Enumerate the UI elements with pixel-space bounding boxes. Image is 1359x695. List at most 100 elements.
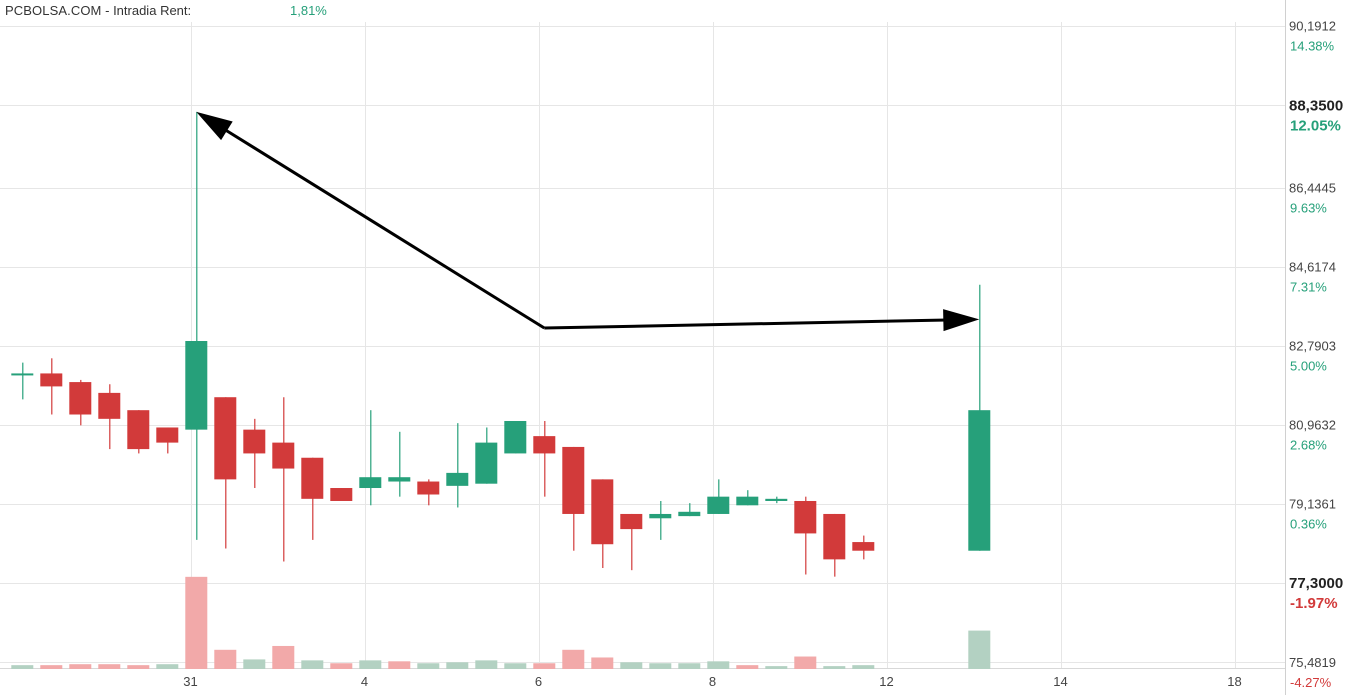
volume-bar bbox=[504, 663, 527, 669]
rent-label: Rent: bbox=[160, 3, 192, 18]
candle bbox=[852, 535, 875, 560]
volume-bar bbox=[98, 664, 121, 669]
volume-bar bbox=[243, 659, 266, 669]
candle-body bbox=[504, 420, 527, 454]
brand-name: PCBOLSA.COM bbox=[5, 3, 102, 18]
candle-body bbox=[475, 442, 498, 484]
price-tick-label: 84,6174 bbox=[1289, 260, 1336, 275]
volume-bar bbox=[562, 649, 585, 669]
candle-body bbox=[359, 477, 382, 489]
volume-bar bbox=[359, 660, 382, 669]
candle bbox=[185, 111, 208, 540]
price-axis: 90,1912 14.38% 88,3500 12.05% 86,4445 9.63% 84… bbox=[1289, 19, 1343, 690]
candle bbox=[330, 488, 353, 501]
price-tick-label: 80,9632 bbox=[1289, 418, 1336, 433]
candle-body bbox=[272, 442, 295, 469]
date-tick-label: 18 bbox=[1227, 674, 1241, 689]
volume-bar bbox=[678, 663, 701, 669]
mode-label: Intradia bbox=[113, 3, 157, 18]
percent-tick-label: 7.31% bbox=[1290, 280, 1327, 295]
date-axis: 31 4 6 8 12 14 18 bbox=[183, 674, 1241, 689]
candle bbox=[40, 358, 63, 415]
candle bbox=[156, 427, 179, 454]
volume-bar bbox=[388, 661, 411, 669]
candle bbox=[823, 513, 846, 577]
candle bbox=[736, 490, 759, 506]
candle-body bbox=[185, 341, 208, 430]
candle bbox=[243, 418, 266, 489]
volume-bar bbox=[649, 663, 672, 669]
candle-body bbox=[301, 457, 324, 499]
candle-body bbox=[591, 479, 614, 545]
candle bbox=[272, 397, 295, 562]
candle bbox=[562, 446, 585, 551]
volume-bar bbox=[533, 663, 556, 669]
annotation-arrow bbox=[544, 309, 980, 332]
header-separator: - bbox=[105, 3, 110, 18]
date-tick-label: 14 bbox=[1053, 674, 1067, 689]
date-tick-label: 4 bbox=[361, 674, 368, 689]
volume-bar bbox=[620, 662, 643, 669]
volume-bar bbox=[69, 664, 92, 669]
volume-bar bbox=[330, 663, 353, 669]
price-tick-label: 79,1361 bbox=[1289, 497, 1336, 512]
candle bbox=[678, 503, 701, 517]
candle-body bbox=[707, 496, 730, 514]
date-tick-label: 12 bbox=[879, 674, 893, 689]
candle bbox=[620, 513, 643, 571]
price-tick-label: 90,1912 bbox=[1289, 19, 1336, 34]
percent-tick-label: 5.00% bbox=[1290, 359, 1327, 374]
volume-bar bbox=[272, 645, 295, 669]
percent-tick-label: 12.05% bbox=[1290, 117, 1341, 134]
candle-body bbox=[69, 382, 92, 415]
volume-bar bbox=[475, 660, 498, 669]
volume-bar bbox=[446, 662, 469, 669]
volume-bars bbox=[11, 576, 991, 669]
rent-value: 1,81% bbox=[290, 3, 327, 18]
candles[interactable] bbox=[11, 111, 991, 577]
volume-bar bbox=[765, 666, 788, 669]
candle bbox=[591, 479, 614, 569]
candle bbox=[69, 379, 92, 426]
candle-body bbox=[11, 373, 34, 376]
arrow-shaft bbox=[222, 127, 546, 330]
volume-bar bbox=[794, 656, 817, 669]
price-tick-label: 82,7903 bbox=[1289, 339, 1336, 354]
candle-body bbox=[127, 410, 150, 450]
volume-bar bbox=[11, 665, 34, 669]
candle-body bbox=[330, 488, 353, 501]
candle-body bbox=[968, 410, 991, 551]
volume-bar bbox=[591, 657, 614, 669]
volume-bar bbox=[40, 665, 63, 669]
percent-tick-label: -1.97% bbox=[1290, 595, 1338, 612]
date-tick-label: 8 bbox=[709, 674, 716, 689]
volume-bar bbox=[968, 630, 991, 669]
candle-body bbox=[40, 373, 63, 387]
candle-body bbox=[243, 429, 266, 454]
volume-bar bbox=[823, 666, 846, 669]
volume-bar bbox=[156, 664, 179, 669]
volume-bar bbox=[301, 660, 324, 669]
annotation-arrows bbox=[196, 111, 980, 332]
candle bbox=[98, 384, 121, 450]
candle bbox=[127, 410, 150, 454]
candle-body bbox=[562, 446, 585, 514]
volume-bar bbox=[707, 661, 730, 669]
volume-bar bbox=[852, 665, 875, 669]
percent-tick-label: 2.68% bbox=[1290, 438, 1327, 453]
candle bbox=[214, 397, 237, 549]
volume-bar bbox=[736, 665, 759, 669]
candle bbox=[504, 420, 527, 454]
candle-body bbox=[678, 511, 701, 517]
candle-body bbox=[736, 496, 759, 506]
candle-body bbox=[388, 477, 411, 482]
candle-body bbox=[156, 427, 179, 443]
candle-body bbox=[649, 513, 672, 519]
candle bbox=[765, 496, 788, 504]
volume-bar bbox=[185, 576, 208, 669]
percent-tick-label: 9.63% bbox=[1290, 201, 1327, 216]
candle-body bbox=[446, 472, 469, 486]
candle-body bbox=[794, 500, 817, 534]
price-tick-label: 75,4819 bbox=[1289, 655, 1336, 670]
